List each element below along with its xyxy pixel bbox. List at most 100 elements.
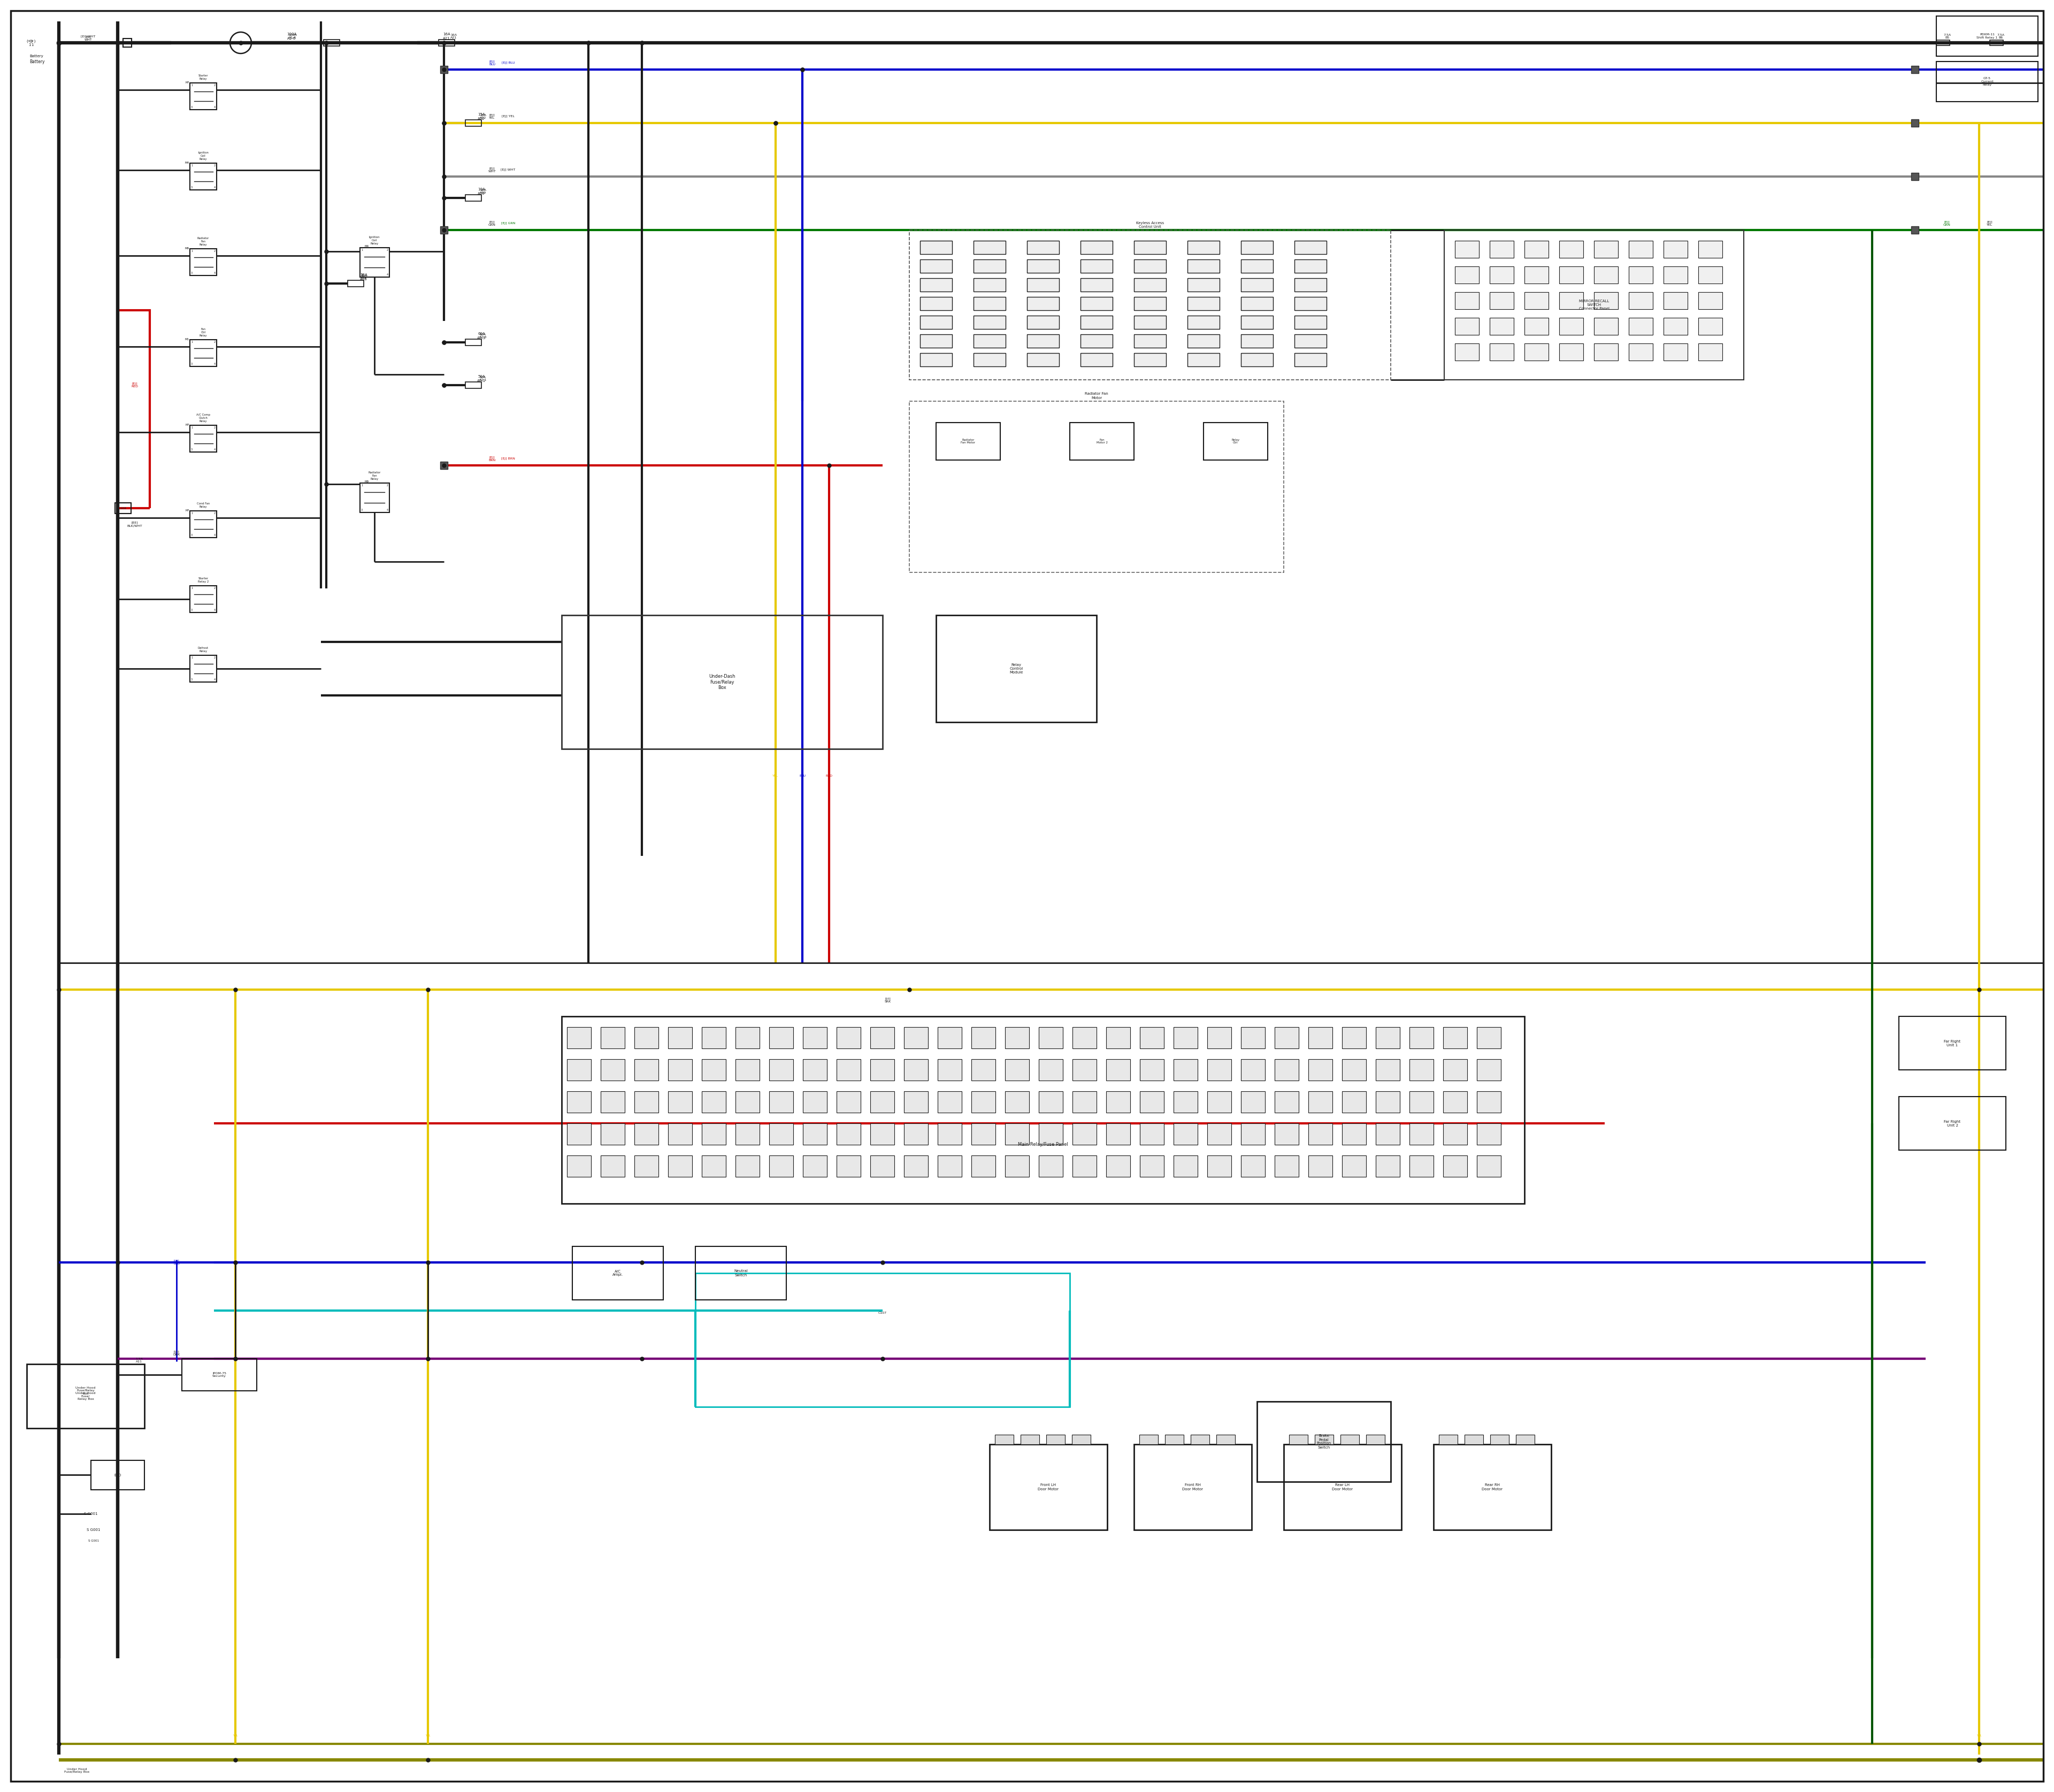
Text: 100A
A1-6: 100A A1-6 [288, 32, 296, 39]
Text: Rear LH
Door Motor: Rear LH Door Motor [1333, 1484, 1354, 1491]
Text: YEL: YEL [1976, 1735, 1982, 1736]
Bar [1072, 1156, 1097, 1177]
Bar [189, 249, 216, 276]
Bar [1134, 1444, 1251, 1530]
Text: A/C Comp
Clutch
Relay: A/C Comp Clutch Relay [197, 414, 210, 423]
Text: Radiator
Fan Motor: Radiator Fan Motor [961, 439, 976, 444]
Text: Far Right
Unit 1: Far Right Unit 1 [1943, 1039, 1962, 1047]
Bar [1294, 315, 1327, 330]
Bar [1489, 267, 1514, 283]
Text: 7.5A
B5: 7.5A B5 [1943, 34, 1951, 39]
Bar [1294, 297, 1327, 310]
Bar [1594, 344, 1619, 360]
Bar [1454, 344, 1479, 360]
Bar [735, 1059, 760, 1081]
Bar [1140, 1091, 1165, 1113]
Bar [567, 1156, 592, 1177]
Text: [EJ]
YEL: [EJ] YEL [1986, 220, 1992, 226]
Bar [1489, 344, 1514, 360]
Bar [1140, 1124, 1165, 1145]
Bar [359, 247, 390, 278]
Bar [1559, 267, 1584, 283]
Bar [440, 39, 454, 47]
Bar [1241, 1156, 1265, 1177]
Bar [836, 1091, 861, 1113]
Text: Radiator Fan
Motor: Radiator Fan Motor [1085, 392, 1109, 400]
Text: M4: M4 [185, 161, 189, 165]
Bar [1559, 292, 1584, 310]
Bar [1594, 317, 1619, 335]
Text: 50A
A2-1: 50A A2-1 [479, 376, 487, 382]
Bar [1308, 1156, 1333, 1177]
Text: C107: C107 [879, 1312, 887, 1315]
Text: [EJ]
BLU: [EJ] BLU [489, 61, 495, 66]
Text: 16A
A16: 16A A16 [359, 274, 368, 281]
Bar [668, 1059, 692, 1081]
Bar [937, 423, 1000, 461]
Bar [1664, 317, 1688, 335]
Text: Battery: Battery [29, 54, 43, 57]
Bar [1489, 317, 1514, 335]
Bar [466, 120, 481, 125]
Bar [1208, 1124, 1230, 1145]
Bar [1140, 1156, 1165, 1177]
Text: M?: M? [185, 425, 189, 426]
Bar [1173, 1027, 1197, 1048]
Bar [635, 1091, 659, 1113]
Bar [1594, 240, 1619, 258]
Bar [1187, 240, 1220, 254]
Bar [1366, 1435, 1384, 1444]
Text: Starter
Relay: Starter Relay [199, 75, 207, 81]
Bar [994, 1435, 1013, 1444]
Bar [1107, 1027, 1130, 1048]
Bar [939, 1059, 961, 1081]
Bar [920, 278, 953, 292]
Bar [1910, 172, 1918, 181]
Text: Defrost
Relay: Defrost Relay [197, 647, 210, 652]
Bar [668, 1091, 692, 1113]
Text: S G001: S G001 [86, 1529, 101, 1532]
Bar [1454, 317, 1479, 335]
Bar [1664, 240, 1688, 258]
Bar [1070, 423, 1134, 461]
Text: [EE]
BLK/WHT: [EE] BLK/WHT [127, 521, 142, 527]
Bar [573, 1247, 663, 1299]
Bar [1409, 1027, 1434, 1048]
Bar [1187, 315, 1220, 330]
Bar [1004, 1124, 1029, 1145]
Bar [1477, 1124, 1501, 1145]
Text: [I/I]
BLU: [I/I] BLU [173, 1260, 181, 1265]
Bar [466, 382, 481, 389]
Bar [696, 1247, 787, 1299]
Bar [1376, 1091, 1401, 1113]
Text: [EJ]
RED: [EJ] RED [131, 382, 138, 389]
Bar [600, 1059, 624, 1081]
Bar [1664, 344, 1688, 360]
Bar [1134, 315, 1167, 330]
Bar [1524, 317, 1549, 335]
Bar [1027, 260, 1060, 272]
Bar [1107, 1091, 1130, 1113]
Bar [1173, 1124, 1197, 1145]
Bar [1294, 335, 1327, 348]
Bar [1004, 1091, 1029, 1113]
Bar [1208, 1059, 1230, 1081]
Text: Neutral
Switch: Neutral Switch [733, 1271, 748, 1276]
Text: A/C
Ampl.: A/C Ampl. [612, 1271, 622, 1276]
Bar [1107, 1124, 1130, 1145]
Bar [1699, 344, 1723, 360]
Bar [1107, 1059, 1130, 1081]
Text: ELD: ELD [115, 1473, 121, 1477]
Bar [871, 1124, 893, 1145]
Bar [974, 315, 1006, 330]
Text: [EJ]
YEL: [EJ] YEL [489, 113, 495, 120]
Text: 60A
A2-3: 60A A2-3 [477, 333, 485, 339]
Bar [1241, 1027, 1265, 1048]
Bar [735, 1156, 760, 1177]
Bar [1294, 278, 1327, 292]
Bar [189, 511, 216, 538]
Bar [1080, 353, 1113, 366]
Bar [1990, 39, 2003, 45]
Bar [27, 1364, 144, 1428]
Bar [1477, 1027, 1501, 1048]
